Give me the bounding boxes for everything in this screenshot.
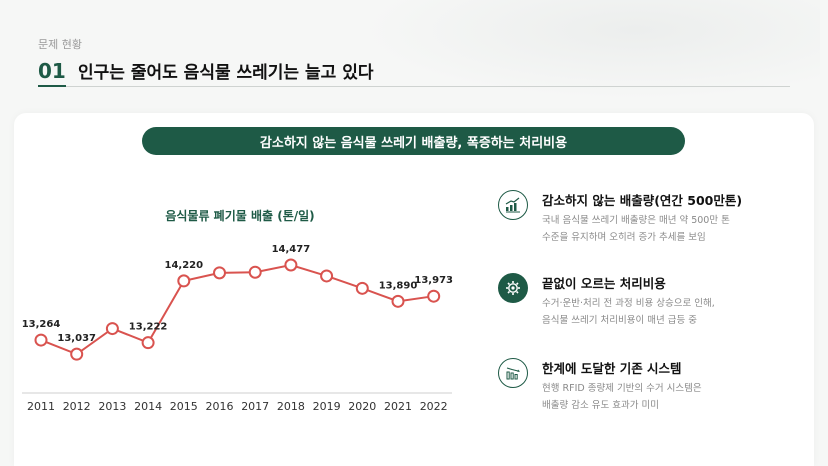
x-tick-label: 2021: [384, 400, 412, 413]
x-tick-label: 2012: [63, 400, 91, 413]
feature-desc-line: 국내 음식물 쓰레기 배출량은 매년 약 500만 톤: [542, 215, 730, 226]
title-text: 인구는 줄어도 음식물 쓰레기는 늘고 있다: [78, 63, 374, 83]
data-point: [105, 322, 119, 336]
x-tick-label: 2019: [313, 400, 341, 413]
feature-desc-line: 음식물 쓰레기 처리비용이 매년 급등 중: [542, 315, 697, 326]
feature-title: 끝없이 오르는 처리비용: [542, 276, 666, 291]
data-label: 13,264: [22, 319, 61, 330]
data-label: 13,037: [57, 333, 96, 344]
data-point: [177, 274, 191, 288]
gear-icon: [498, 273, 528, 303]
data-label: 13,222: [129, 322, 168, 333]
data-label: 13,973: [414, 275, 453, 286]
x-tick-label: 2015: [170, 400, 198, 413]
data-point: [284, 258, 298, 272]
x-tick-label: 2011: [27, 400, 55, 413]
data-point: [355, 281, 369, 295]
feature-title: 한계에 도달한 기존 시스템: [542, 361, 682, 376]
data-point: [248, 265, 262, 279]
page-title: 01 인구는 줄어도 음식물 쓰레기는 늘고 있다: [38, 58, 373, 83]
feature-desc-line: 배출량 감소 유도 효과가 미미: [542, 400, 659, 411]
feature-desc-line: 현행 RFID 종량제 기반의 수거 시스템은: [542, 383, 702, 394]
x-tick-label: 2014: [134, 400, 162, 413]
bar-chart-icon: [498, 358, 528, 388]
section-label: 문제 현황: [38, 38, 82, 51]
feature-title: 감소하지 않는 배출량(연간 500만톤): [542, 193, 743, 208]
x-tick-label: 2016: [206, 400, 234, 413]
data-point: [427, 289, 441, 303]
background-decoration: [360, 0, 820, 100]
data-label: 14,220: [165, 260, 204, 271]
data-point: [70, 347, 84, 361]
chart-title: 음식물류 폐기물 배출 (톤/일): [165, 209, 315, 223]
feature-desc: 수거·운반·처리 전 과정 비용 상승으로 인해, 음식물 쓰레기 처리비용이 …: [542, 295, 715, 329]
x-tick-label: 2018: [277, 400, 305, 413]
data-point: [213, 266, 226, 280]
x-tick-label: 2022: [420, 400, 448, 413]
banner: 감소하지 않는 음식물 쓰레기 배출량, 폭증하는 처리비용: [142, 127, 685, 155]
data-point: [34, 333, 48, 347]
title-divider: [38, 86, 790, 87]
content-panel: [14, 113, 814, 466]
chart-icon: [498, 190, 528, 220]
data-point: [391, 294, 405, 308]
data-point: [320, 269, 334, 283]
feature-desc: 국내 음식물 쓰레기 배출량은 매년 약 500만 톤 수준을 유지하며 오히려…: [542, 212, 730, 246]
data-label: 13,890: [379, 280, 418, 291]
title-number: 01: [38, 59, 66, 83]
title-accent: [38, 85, 66, 87]
data-point: [141, 336, 155, 350]
feature-desc-line: 수거·운반·처리 전 과정 비용 상승으로 인해,: [542, 298, 715, 309]
x-tick-label: 2013: [98, 400, 126, 413]
data-label: 14,477: [272, 244, 311, 255]
x-tick-label: 2020: [348, 400, 376, 413]
x-tick-label: 2017: [241, 400, 269, 413]
series-line: [40, 263, 434, 356]
feature-desc: 현행 RFID 종량제 기반의 수거 시스템은 배출량 감소 유도 효과가 미미: [542, 380, 702, 414]
feature-desc-line: 수준을 유지하며 오히려 증가 추세를 보임: [542, 232, 706, 243]
